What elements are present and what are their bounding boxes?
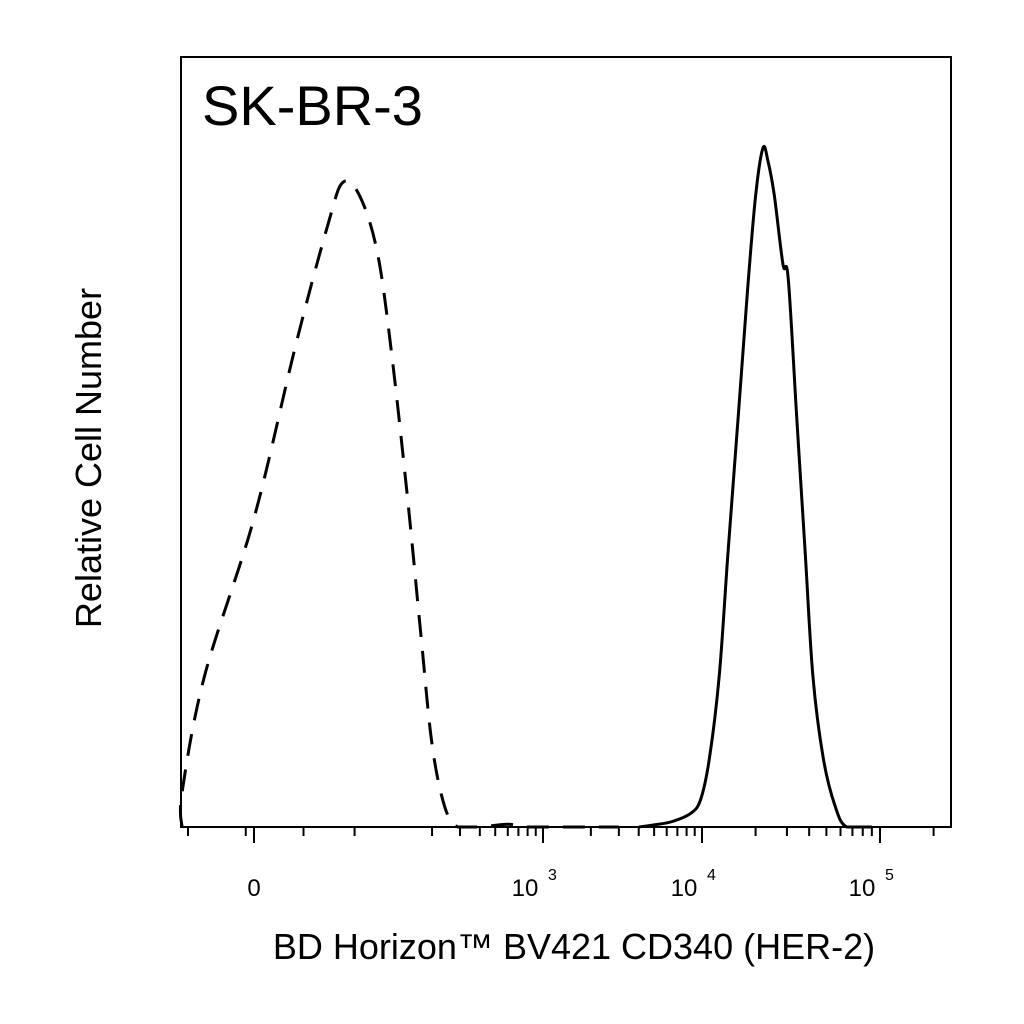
x-tick-labels: 0 10 3 10 4 10 5 bbox=[247, 867, 894, 902]
x-tick-exponent: 4 bbox=[707, 867, 716, 884]
series-line-solid bbox=[638, 144, 872, 829]
x-axis-label: BD Horizon™ BV421 CD340 (HER-2) bbox=[273, 926, 875, 967]
x-tick-label: 0 bbox=[247, 875, 260, 902]
x-tick-exponent: 3 bbox=[548, 867, 557, 884]
chart-title: SK-BR-3 bbox=[202, 74, 423, 137]
x-major-ticks bbox=[253, 827, 881, 843]
x-tick-exponent: 5 bbox=[885, 867, 894, 884]
y-axis-label: Relative Cell Number bbox=[68, 288, 109, 628]
series-line-dashed bbox=[178, 179, 619, 829]
series-layer bbox=[178, 144, 872, 829]
x-minor-ticks bbox=[187, 827, 935, 836]
plot-frame bbox=[180, 56, 952, 828]
x-tick-label: 10 bbox=[512, 875, 539, 902]
x-tick-label: 10 bbox=[849, 875, 876, 902]
x-tick-label: 10 bbox=[671, 875, 698, 902]
